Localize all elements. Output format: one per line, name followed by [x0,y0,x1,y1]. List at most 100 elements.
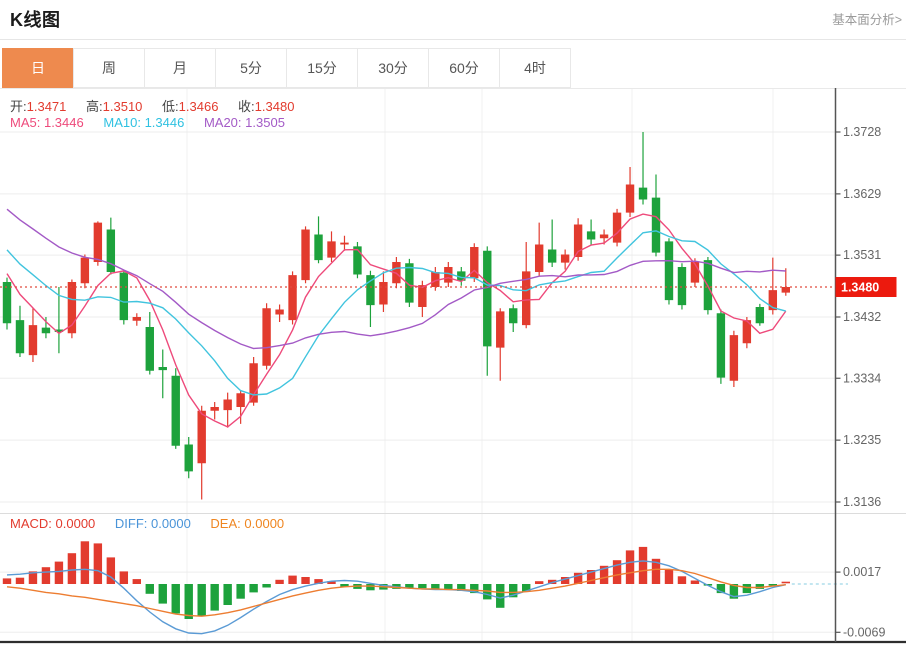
open-value: 1.3471 [26,99,67,114]
candle-body [41,327,51,334]
candle-body [80,257,90,284]
candle-body [119,272,129,321]
macd-hist-bar [457,584,466,591]
ohlc-readout: 开:1.3471 高:1.3510 低:1.3466 收:1.3480 [10,96,310,115]
macd-hist-bar [314,579,323,584]
header-divider [0,39,906,40]
candle-body [534,244,544,272]
axis-tick-label: 1.3531 [843,248,881,262]
macd-hist-bar [470,584,479,594]
tab-week[interactable]: 周 [73,48,145,88]
macd-hist-bar [483,584,492,600]
candle-body [781,287,790,293]
ma5-value: 1.3446 [43,115,84,130]
candle-body [522,271,531,326]
macd-hist-bar [67,553,77,584]
candle-body [145,327,154,371]
candle-body [664,241,674,301]
axis-tick-label: 0.0017 [843,565,881,579]
tab-15min[interactable]: 15分 [286,48,358,88]
high-label: 高: [86,99,103,114]
macd-value: 0.0000 [55,516,96,531]
macd-hist-bar [275,579,284,584]
macd-hist-bar [496,584,505,608]
candle-body [509,308,518,324]
candle-body [405,263,414,303]
macd-hist-bar [755,584,765,589]
tab-60min[interactable]: 60分 [428,48,500,88]
candle-body [431,272,440,287]
axis-tick-label: 1.3629 [843,187,881,201]
macd-hist-bar [158,584,167,604]
candle-body [158,367,167,371]
macd-hist-bar [197,584,206,617]
candle-body [67,282,77,334]
macd-hist-bar [573,572,583,584]
ma5-line [6,213,787,428]
candle-body [210,407,219,411]
macd-hist-bar [418,584,427,589]
tab-5min[interactable]: 5分 [215,48,287,88]
macd-label: MACD: [10,516,52,531]
macd-hist-bar [106,557,116,584]
candle-body [236,393,245,407]
candle-body [314,234,323,261]
candle-body [28,325,38,356]
tab-day[interactable]: 日 [2,48,74,88]
candle-body [340,242,349,245]
macd-hist-bar [768,584,778,586]
macd-hist-bar [145,584,154,594]
axis-tick-label: -0.0069 [843,625,885,639]
diff-value: 0.0000 [151,516,191,531]
candle-body [651,197,661,253]
macd-hist-bar [184,584,193,619]
close-value: 1.3480 [254,99,295,114]
tab-4hour[interactable]: 4时 [499,48,571,88]
candle-body [729,335,739,381]
macd-hist-bar [742,584,752,594]
macd-hist-bar [509,584,518,598]
candle-body [547,249,557,263]
macd-hist-bar [119,571,129,584]
tab-month[interactable]: 月 [144,48,216,88]
tab-30min[interactable]: 30分 [357,48,429,88]
fundamental-analysis-link[interactable]: 基本面分析> [832,13,902,27]
candle-body [638,187,648,200]
candle-body [470,247,479,279]
diff-label: DIFF: [114,516,148,531]
candle-body [2,282,12,324]
macd-hist-bar [2,578,12,584]
candle-body [483,250,492,347]
macd-readout: MACD: 0.0000 DIFF: 0.0000 DEA: 0.0000 [10,516,300,531]
candle-body [379,282,388,305]
macd-hist-bar [522,584,531,592]
ma5-label: MA5: [10,115,41,130]
candle-body [132,317,141,321]
last-close-badge [835,277,897,297]
macd-hist-bar [599,565,609,584]
candle-body [457,271,466,281]
candle-body [353,246,362,275]
high-value: 1.3510 [102,99,143,114]
candle-body [742,320,752,344]
macd-hist-bar [236,584,245,599]
ma20-value: 1.3505 [245,115,285,130]
macd-hist-bar [41,567,51,584]
candle-body [275,309,284,315]
candle-body [366,275,375,306]
ma-readout: MA5: 1.3446 MA10: 1.3446 MA20: 1.3505 [10,115,301,130]
macd-hist-bar [132,579,141,584]
page-title: K线图 [10,10,61,30]
candle-body [327,241,336,258]
macd-hist-bar [262,584,271,588]
macd-hist-bar [28,571,38,584]
low-value: 1.3466 [178,99,219,114]
macd-hist-bar [781,581,790,584]
candle-body [560,254,570,263]
macd-hist-bar [586,570,596,584]
candle-body [716,313,726,378]
macd-hist-bar [54,561,64,584]
macd-hist-bar [729,584,739,599]
